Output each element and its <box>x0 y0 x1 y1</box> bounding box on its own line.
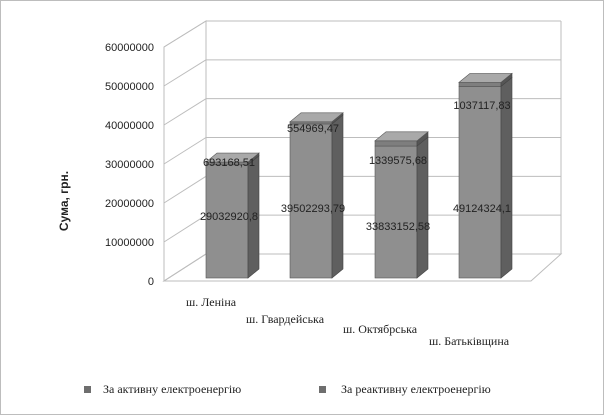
bar-active <box>374 145 418 279</box>
bar-reactive <box>458 82 502 87</box>
data-label-reactive: 1339575,68 <box>369 155 427 167</box>
y-tick-label: 20000000 <box>105 198 154 210</box>
bar-top <box>458 73 513 83</box>
x-category-label: ш. Октябрська <box>343 322 418 336</box>
gridline-side <box>163 253 207 282</box>
x-category-label: ш. Батьківщина <box>429 334 510 348</box>
gridline-side <box>163 20 207 48</box>
gridline-side <box>163 214 207 243</box>
bar-top <box>289 112 344 123</box>
y-tick-label: 10000000 <box>105 237 154 249</box>
bar-active <box>205 164 249 279</box>
y-axis-label: Сума, грн. <box>57 171 71 231</box>
bar-active <box>458 86 502 279</box>
legend-swatch-reactive <box>319 386 326 393</box>
gridline-side <box>163 137 207 165</box>
bar-active <box>289 123 333 279</box>
data-labels: 29032920,8 693168,51 39502293,79 554969,47 3… <box>200 100 511 233</box>
data-label-reactive: 693168,51 <box>203 157 255 169</box>
bar-active-side <box>331 114 344 279</box>
y-tick-label: 0 <box>148 276 154 288</box>
gridline-side <box>163 175 207 204</box>
gridline-side <box>163 59 207 87</box>
legend-label-active: За активну електроенергію <box>103 382 241 396</box>
data-label-reactive: 1037117,83 <box>453 100 510 112</box>
gridline-side <box>163 98 207 126</box>
bars <box>205 72 513 279</box>
x-axis-labels: ш. Леніна ш. Гвардейська ш. Октябрська ш. Б… <box>186 295 510 348</box>
y-axis-ticks: 0 10000000 20000000 30000000 40000000 5000000… <box>105 42 154 288</box>
y-tick-label: 60000000 <box>105 42 154 54</box>
data-label-active: 49124324,1 <box>453 203 511 215</box>
legend-label-reactive: За реактивну електроенергію <box>341 382 491 396</box>
legend: За активну електроенергію За реактивну е… <box>84 382 491 396</box>
bar-top <box>205 152 260 163</box>
y-tick-label: 50000000 <box>105 81 154 93</box>
data-label-reactive: 554969,47 <box>287 123 339 135</box>
y-tick-label: 40000000 <box>105 120 154 132</box>
x-category-label: ш. Гвардейська <box>246 312 325 326</box>
data-label-active: 29032920,8 <box>200 211 258 223</box>
data-label-active: 33833152,58 <box>366 221 430 233</box>
legend-swatch-active <box>84 386 91 393</box>
y-tick-label: 30000000 <box>105 159 154 171</box>
bar-top <box>374 131 429 142</box>
bar-reactive <box>374 140 418 147</box>
data-label-active: 39502293,79 <box>281 203 345 215</box>
x-category-label: ш. Леніна <box>186 295 237 309</box>
